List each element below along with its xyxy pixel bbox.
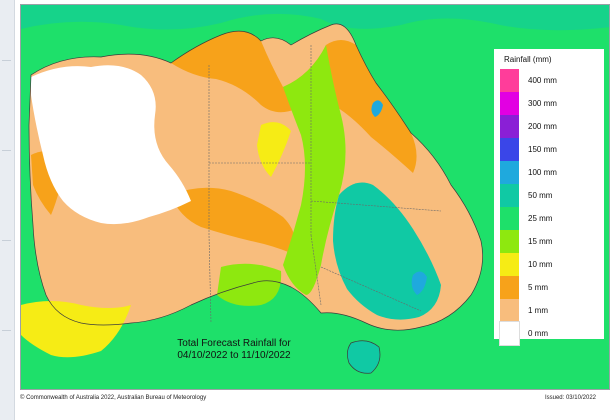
legend-swatch [500, 115, 519, 138]
legend-label: 300 mm [528, 99, 557, 108]
map-title-line2: 04/10/2022 to 11/10/2022 [177, 350, 291, 361]
legend-label: 1 mm [528, 306, 548, 315]
legend-label: 150 mm [528, 145, 557, 154]
legend-swatch [500, 92, 519, 115]
central-5mm-band [171, 187, 295, 253]
legend-title: Rainfall (mm) [504, 55, 552, 64]
legend-swatch [500, 138, 519, 161]
qld-nsw-border [310, 200, 442, 212]
legend-swatch [500, 299, 519, 322]
tasmania-region [347, 340, 380, 374]
interior-15mm-corridor [283, 45, 346, 295]
northern-sea-band [21, 5, 609, 31]
window-frame-edge [0, 0, 15, 420]
sa-vic-border [310, 234, 322, 306]
legend-label: 400 mm [528, 76, 557, 85]
rainfall-legend: Rainfall (mm) 400 mm 300 mm 200 mm 150 mm 10… [494, 49, 604, 346]
nsw-vic-border [320, 266, 422, 312]
map-title: Total Forecast Rainfall for 04/10/2022 t… [149, 338, 319, 362]
legend-swatch [500, 69, 519, 92]
legend-swatch [499, 321, 520, 346]
legend-swatch [500, 184, 519, 207]
legend-swatch [500, 276, 519, 299]
legend-swatch [500, 207, 519, 230]
tasmania-coastline [347, 340, 381, 374]
northeast-100mm-patch [371, 100, 383, 117]
legend-label: 100 mm [528, 168, 557, 177]
southern-15mm-patch [217, 263, 282, 306]
copyright-notice: © Commonwealth of Australia 2022, Austra… [20, 395, 207, 401]
issued-date: Issued: 03/10/2022 [544, 395, 596, 401]
legend-swatch [500, 230, 519, 253]
legend-label: 15 mm [528, 237, 553, 246]
wa-border [208, 65, 212, 324]
map-title-line1: Total Forecast Rainfall for [177, 338, 291, 349]
rainfall-forecast-map: Total Forecast Rainfall for 04/10/2022 t… [20, 4, 610, 390]
legend-label: 10 mm [528, 260, 553, 269]
legend-label: 5 mm [528, 283, 548, 292]
coastline [28, 23, 483, 331]
legend-swatch [500, 161, 519, 184]
legend-swatch [500, 253, 519, 276]
southwest-10mm-zone [21, 301, 131, 358]
legend-label: 200 mm [528, 122, 557, 131]
legend-label: 25 mm [528, 214, 553, 223]
coastal-100mm-patch [411, 271, 427, 295]
legend-label: 0 mm [528, 329, 548, 338]
western-dry-zone [31, 65, 191, 225]
central-10mm-patch [257, 122, 291, 177]
legend-label: 50 mm [528, 191, 553, 200]
